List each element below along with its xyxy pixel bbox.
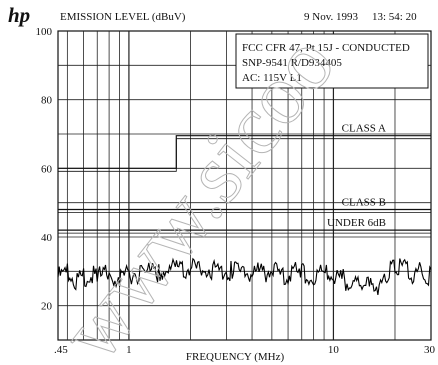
info-line-3: AC: 115V L1 (242, 72, 302, 84)
x-tick-label: .45 (54, 344, 68, 356)
limit-label: CLASS B (342, 197, 386, 209)
limit-line-shadow (58, 138, 431, 172)
chart-title: EMISSION LEVEL (dBuV) (60, 11, 186, 23)
y-tick-label: 80 (41, 95, 53, 107)
limit-label: UNDER 6dB (327, 217, 386, 229)
y-tick-label: 60 (41, 163, 53, 175)
x-tick-label: 30 (424, 344, 436, 356)
plot-frame (57, 30, 432, 341)
axis-labels: 20 40 60 80 100 .45 1 10 30 CLASS A CLASS B UNDER 6… (36, 26, 436, 356)
x-tick-label: 10 (328, 344, 340, 356)
info-box (235, 33, 429, 89)
y-tick-label: 100 (36, 26, 53, 38)
series-layer (57, 257, 432, 295)
watermark: www.sicoo (41, 16, 353, 365)
hp-logo: hp (8, 3, 30, 27)
limit-lines (58, 135, 431, 234)
x-tick-label: 1 (126, 344, 132, 356)
header-date: 9 Nov. 1993 (304, 11, 358, 23)
y-tick-label: 40 (41, 232, 53, 244)
emission-trace-0 (57, 257, 432, 295)
x-axis-title: FREQUENCY (MHz) (186, 351, 285, 363)
header-time: 13: 54: 20 (372, 11, 417, 23)
limit-label: CLASS A (342, 123, 386, 135)
info-line-1: FCC CFR 47, Pt 15J - CONDUCTED (242, 42, 410, 54)
y-tick-label: 20 (41, 301, 53, 313)
info-line-2: SNP-9541 R/D934405 (242, 57, 342, 69)
